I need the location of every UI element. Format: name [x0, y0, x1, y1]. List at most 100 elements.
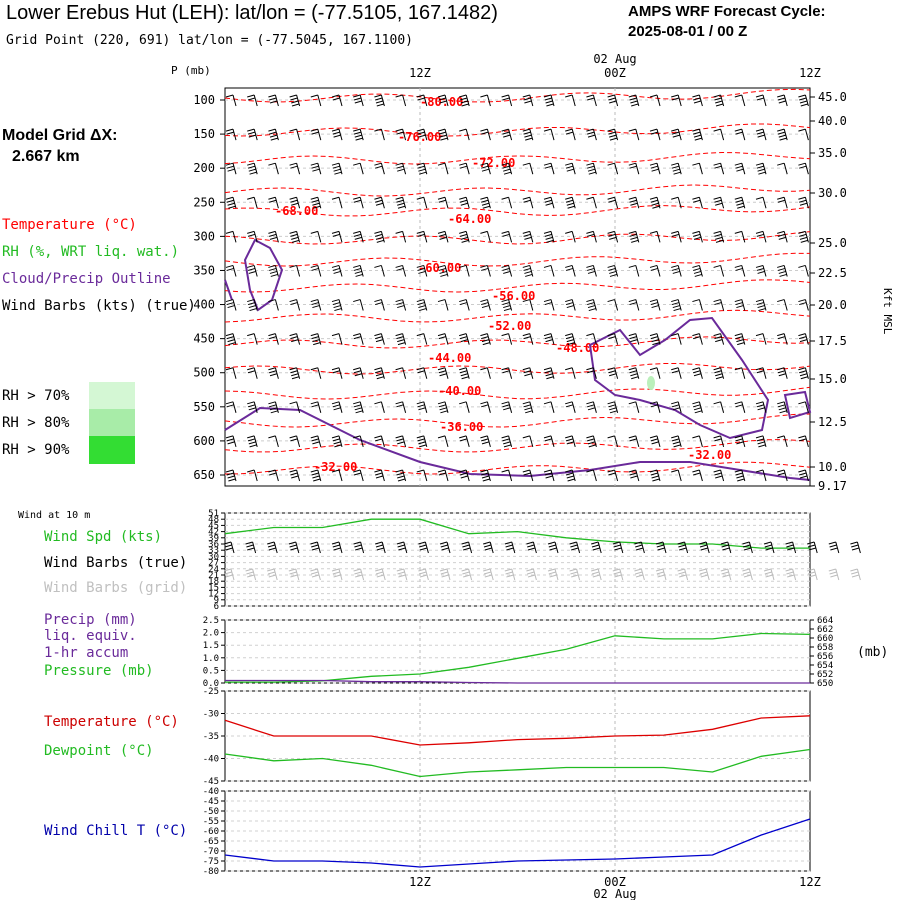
barb-flag [720, 568, 728, 572]
right-axis-label: Kft MSL [881, 288, 894, 335]
barb-flag [694, 410, 702, 414]
barb-flag [353, 128, 361, 132]
rh-patch [647, 376, 655, 390]
wind-barb [671, 230, 682, 243]
legend-accum: 1-hr accum [44, 645, 129, 661]
barb-flag [522, 299, 530, 303]
barb-flag [289, 196, 297, 200]
barb-staff [232, 94, 237, 107]
barb-flag [587, 370, 595, 374]
barb-flag [799, 438, 807, 442]
barb-flag [586, 94, 594, 98]
barb-flag [228, 342, 236, 346]
barb-flag [671, 401, 679, 405]
barb-flag [734, 435, 742, 439]
barb-staff [677, 469, 682, 482]
barb-staff [465, 231, 470, 243]
barb-flag [777, 299, 785, 303]
barb-flag [506, 547, 514, 551]
barb-flag [631, 103, 639, 107]
barb-flag [549, 574, 557, 578]
barb-staff [316, 568, 321, 581]
wind-barb [416, 264, 428, 277]
wind-barb-grid [763, 568, 775, 581]
wind-barb-true [245, 541, 257, 554]
barb-staff [705, 568, 710, 581]
barb-staff [296, 128, 301, 141]
barb-flag [799, 370, 807, 374]
barb-flag [777, 469, 785, 473]
barb-staff [597, 541, 602, 554]
barb-flag [609, 273, 618, 277]
barb-flag [461, 239, 469, 243]
wind-barb [543, 264, 555, 277]
barb-flag [777, 264, 785, 268]
barb-flag [503, 441, 511, 445]
barb-staff [554, 541, 559, 554]
barb-flag [311, 571, 319, 575]
barb-flag [692, 196, 700, 200]
barb-flag [438, 199, 446, 203]
cloud-outline [588, 316, 770, 440]
wind-barb [713, 94, 725, 107]
model-grid-value: 2.667 km [12, 148, 80, 165]
barb-staff [508, 231, 513, 243]
barb-flag [736, 202, 744, 206]
barb-flag [247, 267, 256, 271]
isotherm-label: -44.00 [428, 351, 471, 365]
barb-flag [652, 205, 660, 209]
barb-flag [587, 404, 595, 408]
barb-flag [375, 336, 383, 340]
barb-flag [269, 270, 278, 274]
barb-staff [274, 128, 279, 141]
barb-staff [465, 367, 470, 379]
barb-flag [459, 367, 467, 371]
wind-barb-true [396, 541, 408, 554]
wind-barb [649, 162, 661, 175]
barb-flag [565, 94, 573, 98]
barb-flag [226, 131, 234, 135]
barb-staff [529, 469, 534, 482]
barb-flag [828, 568, 836, 572]
barb-flag [671, 370, 680, 374]
value-tick-label: -40 [203, 755, 219, 765]
wind-chill-line [224, 818, 811, 868]
barb-flag [419, 574, 428, 578]
barb-flag [671, 367, 679, 371]
pressure-tick-label: 450 [193, 332, 215, 346]
wind-barb [543, 401, 555, 413]
barb-flag [438, 233, 446, 237]
wind-barb [459, 469, 470, 482]
barb-flag [756, 131, 764, 135]
barb-flag [353, 435, 361, 439]
barb-flag [785, 568, 793, 572]
barb-flag [269, 370, 277, 374]
barb-flag [267, 568, 275, 572]
barb-flag [247, 196, 255, 200]
isotherm-line [224, 151, 811, 165]
barb-staff [274, 231, 279, 243]
barb-flag [609, 270, 617, 274]
isotherm-line [224, 336, 811, 349]
barb-flag [715, 236, 723, 240]
barb-flag [416, 367, 424, 371]
barb-flag [544, 472, 552, 476]
barb-staff [338, 333, 343, 345]
value-tick-label: 2.0 [203, 629, 219, 639]
wind-barb [353, 94, 364, 107]
legend-liq: liq. equiv. [44, 628, 137, 644]
barb-flag [503, 171, 512, 175]
barb-staff [402, 94, 407, 107]
wind-barb [480, 333, 491, 346]
barb-flag [310, 230, 318, 234]
barb-flag [291, 373, 299, 377]
legend-rh90: RH > 90% [2, 442, 70, 458]
barb-flag [592, 547, 600, 551]
wind-barb [395, 299, 407, 311]
barb-staff [677, 299, 682, 311]
wind-barb-true [461, 541, 473, 554]
barb-flag [851, 571, 859, 575]
wind-barb [353, 333, 364, 345]
barb-flag [608, 472, 616, 476]
barb-flag [397, 205, 406, 209]
